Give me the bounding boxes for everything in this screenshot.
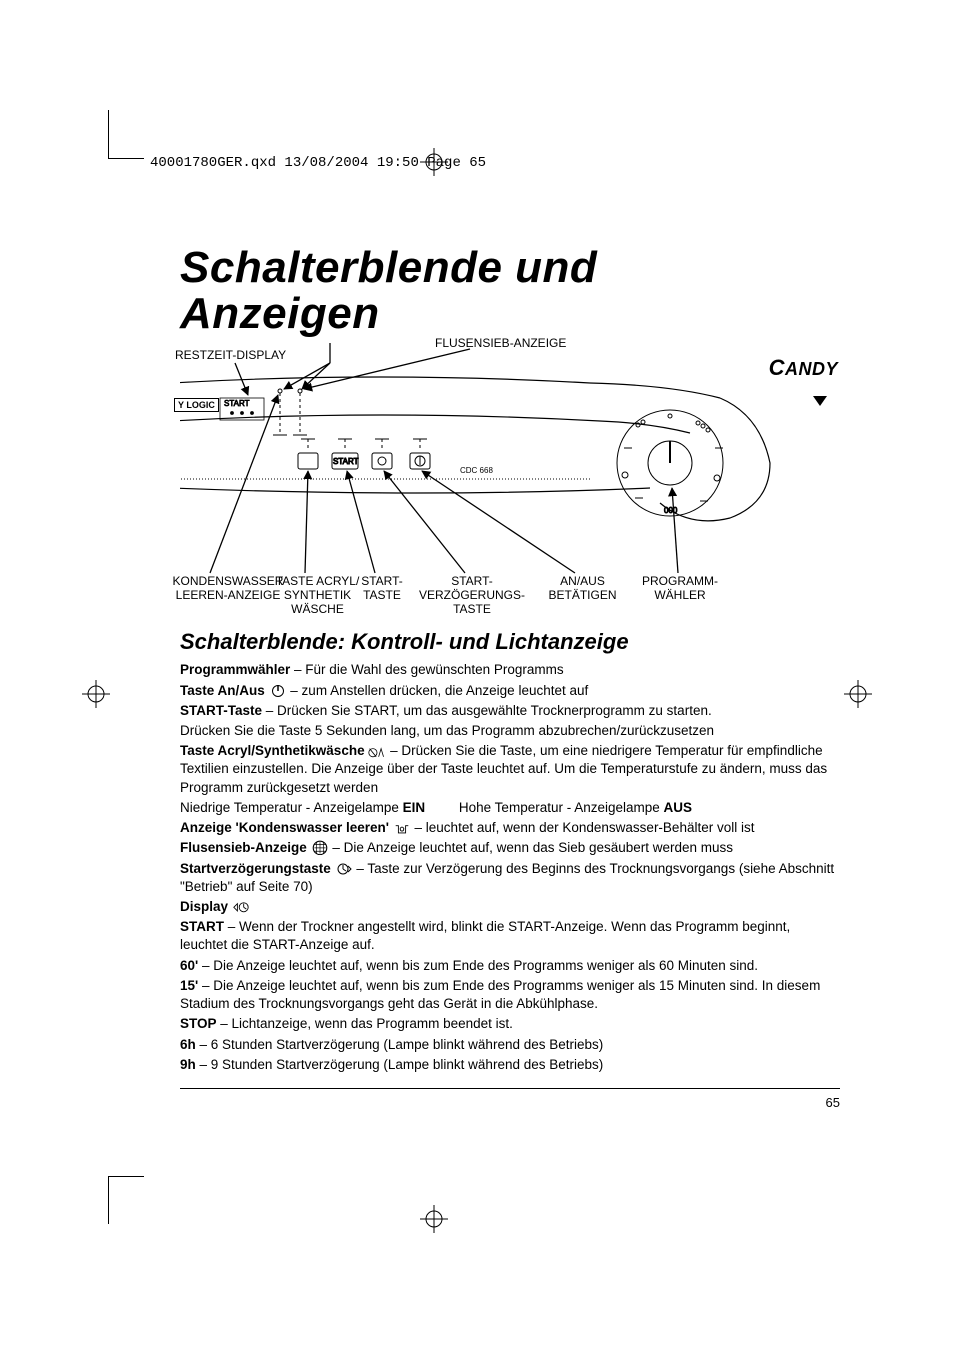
water-tank-icon (393, 822, 411, 836)
acryl-icon (368, 745, 386, 759)
body-text: Programmwähler – Für die Wahl des gewüns… (180, 661, 840, 1074)
page-number: 65 (826, 1095, 840, 1110)
section-subhead: Schalterblende: Kontroll- und Lichtanzei… (180, 629, 840, 655)
display-icon (232, 901, 250, 915)
title-line1: Schalterblende und (180, 243, 597, 292)
power-icon (269, 684, 287, 698)
svg-text:START: START (224, 399, 250, 408)
delay-icon (335, 862, 353, 876)
registration-mark (82, 680, 110, 708)
label-verz: START-VERZÖGERUNGS-TASTE (412, 575, 532, 616)
label-anaus: AN/AUSBETÄTIGEN (540, 575, 625, 603)
title-line2: Anzeigen (180, 289, 380, 338)
label-start-taste: START-TASTE (352, 575, 412, 603)
page-title: Schalterblende und Anzeigen (180, 245, 840, 337)
label-acryl: TASTE ACRYL/SYNTHETIKWÄSCHE (270, 575, 365, 616)
label-progw: PROGRAMM-WÄHLER (630, 575, 730, 603)
registration-mark (844, 680, 872, 708)
model-label: CDC 668 (460, 466, 493, 475)
page-footer: 65 (180, 1088, 840, 1110)
svg-text:START: START (333, 457, 359, 466)
filter-icon (311, 840, 329, 854)
registration-mark (420, 148, 448, 176)
registration-mark (420, 1205, 448, 1233)
control-panel-diagram: RESTZEIT-DISPLAY FLUSENSIEB-ANZEIGE Y LO… (180, 343, 840, 623)
svg-text:000: 000 (664, 506, 678, 515)
